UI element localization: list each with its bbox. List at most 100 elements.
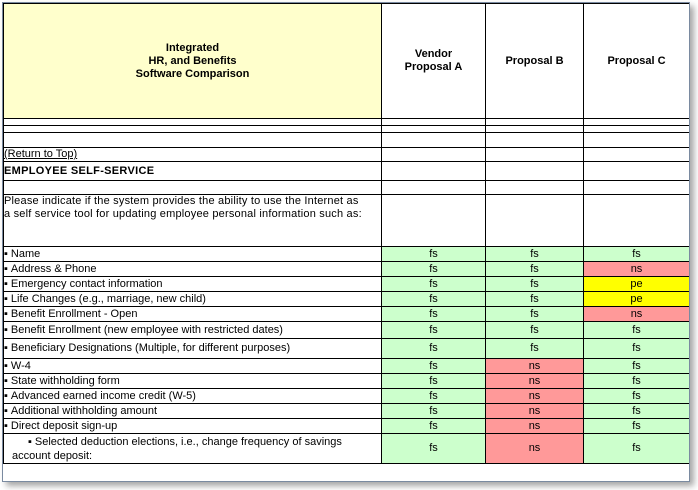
empty-cell[interactable] <box>381 125 486 133</box>
row-label-text: Benefit Enrollment (new employee with re… <box>10 323 283 336</box>
column-header-b[interactable]: Proposal B <box>485 3 584 119</box>
empty-cell[interactable] <box>3 125 382 133</box>
empty-cell[interactable] <box>583 125 689 133</box>
row-label[interactable]: ▪ W-4 <box>3 358 382 374</box>
bullet-icon: ▪ <box>4 342 8 354</box>
table-row: ▪ Advanced earned income credit (W-5) fs ns… <box>3 388 689 404</box>
rating-cell-c[interactable]: fs <box>583 338 689 359</box>
empty-cell[interactable] <box>485 161 584 181</box>
instruction-row: Please indicate if the system provides t… <box>3 194 689 247</box>
column-header-a[interactable]: Vendor Proposal A <box>381 3 486 119</box>
rating-cell-b[interactable]: fs <box>485 276 584 292</box>
spacer-row <box>3 125 689 133</box>
return-to-top-link[interactable]: (Return to Top) <box>3 147 382 162</box>
row-label-text: Life Changes (e.g., marriage, new child) <box>10 293 206 305</box>
rating-cell-a[interactable]: fs <box>381 321 486 339</box>
rating-cell-a[interactable]: fs <box>381 276 486 292</box>
rating-cell-a[interactable]: fs <box>381 261 486 277</box>
empty-cell[interactable] <box>381 118 486 126</box>
row-label[interactable]: ▪ Address & Phone <box>3 261 382 277</box>
rating-cell-c[interactable]: fs <box>583 418 689 434</box>
row-label[interactable]: ▪ Beneficiary Designations (Multiple, for… <box>3 338 382 359</box>
rating-cell-b[interactable]: fs <box>485 291 584 307</box>
empty-cell[interactable] <box>583 161 689 181</box>
rating-cell-a[interactable]: fs <box>381 403 486 419</box>
row-label[interactable]: ▪ Advanced earned income credit (W-5) <box>3 388 382 404</box>
table-row: ▪ W-4 fs ns fs <box>3 358 689 374</box>
rating-cell-c[interactable]: ns <box>583 261 689 277</box>
empty-cell[interactable] <box>583 194 689 247</box>
rating-cell-c[interactable]: fs <box>583 358 689 374</box>
empty-cell[interactable] <box>485 132 584 148</box>
rating-cell-b[interactable]: ns <box>485 418 584 434</box>
rating-cell-c[interactable]: ns <box>583 306 689 322</box>
rating-cell-a[interactable]: fs <box>381 358 486 374</box>
rating-cell-a[interactable]: fs <box>381 433 486 464</box>
rating-cell-b[interactable]: ns <box>485 388 584 404</box>
row-label[interactable]: ▪ State withholding form <box>3 373 382 389</box>
empty-cell[interactable] <box>485 125 584 133</box>
rating-cell-a[interactable]: fs <box>381 418 486 434</box>
row-label[interactable]: ▪ Selected deduction elections, i.e., cha… <box>3 433 382 464</box>
row-label[interactable]: ▪ Emergency contact information <box>3 276 382 292</box>
empty-cell[interactable] <box>583 118 689 126</box>
rating-cell-a[interactable]: fs <box>381 373 486 389</box>
rating-cell-a[interactable]: fs <box>381 388 486 404</box>
rating-cell-c[interactable]: pe <box>583 291 689 307</box>
empty-cell[interactable] <box>485 194 584 247</box>
rating-cell-a[interactable]: fs <box>381 306 486 322</box>
rating-cell-c[interactable]: fs <box>583 246 689 262</box>
column-header-a-line1: Vendor <box>414 48 453 60</box>
column-header-a-line2: Proposal A <box>404 61 463 73</box>
rating-cell-b[interactable]: fs <box>485 246 584 262</box>
rating-cell-c[interactable]: fs <box>583 321 689 339</box>
bullet-icon: ▪ <box>4 323 8 336</box>
row-label[interactable]: ▪ Additional withholding amount <box>3 403 382 419</box>
rating-cell-a[interactable]: fs <box>381 338 486 359</box>
empty-cell[interactable] <box>381 147 486 162</box>
rating-cell-a[interactable]: fs <box>381 291 486 307</box>
rating-cell-b[interactable]: ns <box>485 433 584 464</box>
row-label[interactable]: ▪ Benefit Enrollment - Open <box>3 306 382 322</box>
empty-cell[interactable] <box>583 180 689 195</box>
rating-cell-b[interactable]: fs <box>485 338 584 359</box>
empty-cell[interactable] <box>485 118 584 126</box>
table-row: ▪ Beneficiary Designations (Multiple, for… <box>3 338 689 359</box>
empty-cell[interactable] <box>485 180 584 195</box>
row-label[interactable]: ▪ Benefit Enrollment (new employee with r… <box>3 321 382 339</box>
rating-cell-c[interactable]: pe <box>583 276 689 292</box>
row-label-text: Name <box>10 248 41 260</box>
rating-cell-b[interactable]: ns <box>485 403 584 419</box>
table-row: ▪ Name fs fs fs <box>3 246 689 262</box>
rating-cell-b[interactable]: ns <box>485 358 584 374</box>
empty-cell[interactable] <box>583 147 689 162</box>
empty-cell[interactable] <box>381 132 486 148</box>
row-label[interactable]: ▪ Name <box>3 246 382 262</box>
rating-cell-b[interactable]: fs <box>485 321 584 339</box>
rating-cell-c[interactable]: fs <box>583 403 689 419</box>
empty-cell[interactable] <box>3 132 382 148</box>
spacer-row <box>3 180 689 195</box>
column-header-c[interactable]: Proposal C <box>583 3 689 119</box>
empty-cell[interactable] <box>3 180 382 195</box>
empty-cell[interactable] <box>381 161 486 181</box>
rating-cell-b[interactable]: fs <box>485 261 584 277</box>
empty-cell[interactable] <box>485 147 584 162</box>
column-header-c-label: Proposal C <box>607 54 666 67</box>
rating-cell-c[interactable]: fs <box>583 388 689 404</box>
spreadsheet-frame: Integrated HR, and Benefits Software Com… <box>2 2 690 482</box>
rating-cell-b[interactable]: fs <box>485 306 584 322</box>
empty-cell[interactable] <box>381 180 486 195</box>
empty-cell[interactable] <box>3 118 382 126</box>
row-label[interactable]: ▪ Life Changes (e.g., marriage, new child… <box>3 291 382 307</box>
empty-cell[interactable] <box>381 194 486 247</box>
header-row: Integrated HR, and Benefits Software Com… <box>3 3 689 119</box>
bullet-icon: ▪ <box>4 405 8 417</box>
rating-cell-c[interactable]: fs <box>583 373 689 389</box>
row-label[interactable]: ▪ Direct deposit sign-up <box>3 418 382 434</box>
rating-cell-a[interactable]: fs <box>381 246 486 262</box>
rating-cell-b[interactable]: ns <box>485 373 584 389</box>
bullet-icon: ▪ <box>4 263 8 275</box>
rating-cell-c[interactable]: fs <box>583 433 689 464</box>
empty-cell[interactable] <box>583 132 689 148</box>
